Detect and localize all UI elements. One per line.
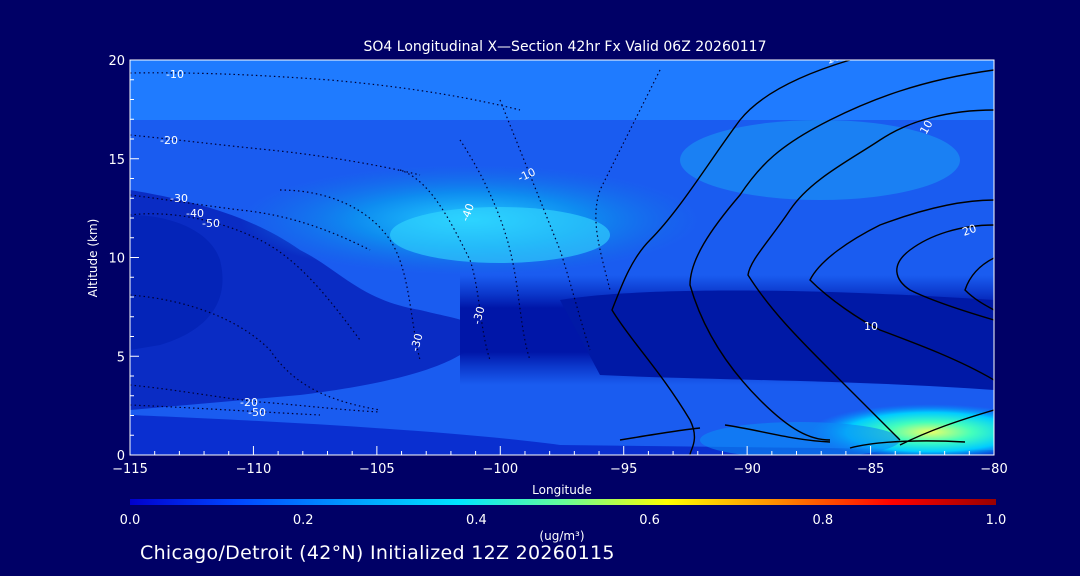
- colorbar-ticks: 0.0 0.2 0.4 0.6 0.8 1.0: [120, 513, 1007, 528]
- field-surface-glow: [700, 422, 900, 455]
- x-tick-label: −85: [857, 462, 884, 477]
- contour-label: -40: [186, 207, 204, 220]
- contour-label: 10: [917, 118, 935, 137]
- contour-labels: -10 -20 -30 -40 -50 -10 -30 -30 -40 -20 …: [160, 50, 979, 419]
- caption: Chicago/Detroit (42°N) Initialized 12Z 2…: [140, 542, 615, 564]
- contour-label: -10: [166, 68, 184, 81]
- y-tick-label: 20: [108, 54, 125, 69]
- contour-label: 10: [864, 320, 878, 333]
- solid-contours: [611, 60, 994, 455]
- contour-label: -50: [202, 217, 220, 230]
- colorbar-tick-label: 0.0: [120, 513, 141, 528]
- dotted-contours: [130, 69, 661, 416]
- colorbar-tick-label: 0.6: [639, 513, 660, 528]
- y-tick-label: 10: [108, 252, 125, 267]
- plot-area: -10 -20 -30 -40 -50 -10 -30 -30 -40 -20 …: [130, 50, 994, 455]
- contour-label: -20: [240, 396, 258, 409]
- x-tick-label: −100: [482, 462, 518, 477]
- x-tick-label: −80: [980, 462, 1007, 477]
- contour-label: -30: [408, 332, 425, 353]
- x-axis: −115 −110 −105 −100 −95 −90 −85 −80: [112, 446, 1008, 477]
- contour-label: -30: [470, 305, 487, 326]
- x-tick-label: −115: [112, 462, 148, 477]
- field-left-darker-core: [130, 215, 223, 350]
- colorbar-tick-label: 0.4: [466, 513, 487, 528]
- x-tick-label: −110: [236, 462, 272, 477]
- field-left-dark-region: [130, 190, 480, 410]
- contour-label: -30: [170, 192, 188, 205]
- field-right-mid-dark: [560, 290, 994, 390]
- y-axis: 0 5 10 15 20: [108, 54, 139, 464]
- contour-label: -20: [160, 134, 178, 147]
- contour-label: 10: [825, 50, 843, 67]
- contour-label: -50: [248, 406, 266, 419]
- x-tick-label: −90: [733, 462, 760, 477]
- x-tick-label: −95: [610, 462, 637, 477]
- colorbar-tick-label: 1.0: [986, 513, 1007, 528]
- y-tick-label: 0: [117, 449, 125, 464]
- y-axis-label: Altitude (km): [86, 219, 100, 298]
- colorbar-unit-label: (ug/m³): [539, 529, 584, 543]
- colorbar: [130, 499, 996, 505]
- field-upper-blob-core: [390, 207, 610, 263]
- field-surface-layer: [130, 415, 994, 455]
- x-axis-label: Longitude: [532, 483, 592, 497]
- y-tick-label: 5: [117, 350, 125, 365]
- chart-title: SO4 Longitudinal X—Section 42hr Fx Valid…: [364, 39, 767, 55]
- contour-label: 20: [961, 222, 979, 239]
- colorbar-tick-label: 0.8: [812, 513, 833, 528]
- field-upper-right-blob: [680, 120, 960, 200]
- field-top-band: [130, 60, 994, 120]
- x-tick-label: −105: [359, 462, 395, 477]
- colorbar-tick-label: 0.2: [293, 513, 314, 528]
- y-tick-label: 15: [108, 153, 125, 168]
- contour-label: -40: [459, 202, 477, 223]
